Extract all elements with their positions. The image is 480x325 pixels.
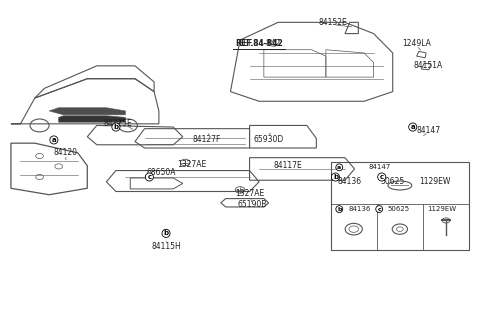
Text: 1249LA: 1249LA [402,39,431,48]
Text: a: a [410,124,415,130]
Text: c: c [147,174,151,180]
Text: 84115H: 84115H [151,242,181,251]
Text: b: b [164,230,168,236]
Text: 1327AE: 1327AE [235,188,264,198]
Text: 1327AE: 1327AE [178,160,207,169]
Text: 84147: 84147 [417,126,441,135]
Text: b: b [113,124,119,130]
Text: a: a [51,137,56,143]
Text: 84147: 84147 [369,164,391,170]
Text: b: b [333,174,338,180]
Text: c: c [377,207,381,212]
Bar [331,162,469,250]
Text: c: c [380,174,384,180]
Text: REF.84-842: REF.84-842 [235,39,283,48]
Text: 1129EW: 1129EW [428,206,457,212]
Polygon shape [49,108,125,115]
Text: a: a [337,165,341,170]
Text: 50625: 50625 [381,177,405,186]
Text: 68650A: 68650A [146,168,176,177]
Text: 50625: 50625 [387,206,409,212]
Text: 65930D: 65930D [253,136,284,144]
Text: 84120: 84120 [54,148,78,157]
Text: 84127F: 84127F [192,136,221,144]
Text: 84136: 84136 [338,177,362,186]
Text: b: b [337,207,341,212]
Text: 65190B: 65190B [237,200,266,209]
Text: 84117E: 84117E [273,161,302,170]
Text: REF.84-842: REF.84-842 [238,39,280,48]
Text: 84136: 84136 [349,206,371,212]
Text: 84125E: 84125E [104,119,132,128]
Text: 1129EW: 1129EW [419,177,450,186]
Polygon shape [59,116,125,122]
Text: 84152E: 84152E [319,18,348,27]
Text: 84151A: 84151A [414,61,443,70]
